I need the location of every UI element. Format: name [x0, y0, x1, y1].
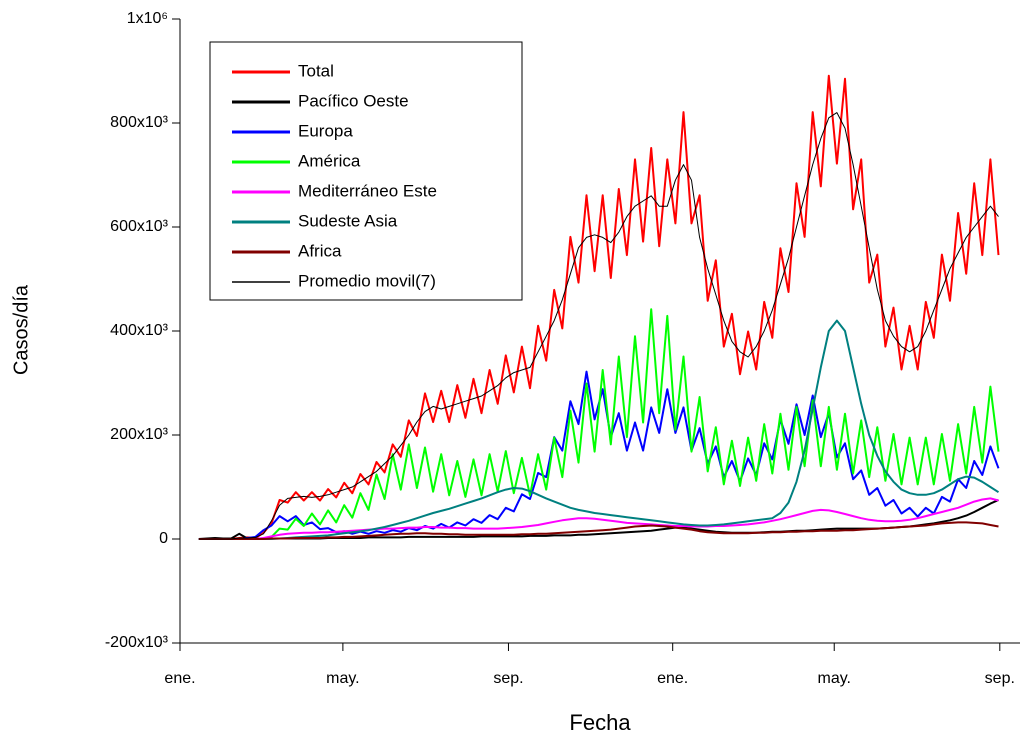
series-line — [198, 308, 1000, 540]
x-axis-title: Fecha — [569, 710, 631, 735]
series-line — [198, 319, 1000, 540]
y-tick-label: 400x10³ — [110, 322, 168, 339]
series-line — [198, 497, 999, 540]
legend-label: Total — [298, 61, 334, 80]
y-tick-label: -200x10³ — [105, 634, 169, 651]
legend-label: Africa — [298, 241, 342, 260]
series-line — [198, 521, 999, 540]
x-tick-label: sep. — [493, 670, 523, 687]
legend-label: Promedio movil(7) — [298, 271, 436, 290]
y-tick-label: 800x10³ — [110, 114, 168, 131]
y-axis-title: Casos/día — [10, 284, 32, 375]
plot-area — [198, 74, 1000, 540]
x-tick-label: may. — [326, 670, 359, 687]
legend-label: Pacífico Oeste — [298, 91, 409, 110]
legend-label: Sudeste Asia — [298, 211, 398, 230]
y-tick-label: 200x10³ — [110, 426, 168, 443]
legend-box — [209, 41, 523, 301]
legend-label: Europa — [298, 121, 353, 140]
x-tick-label: may. — [817, 670, 850, 687]
y-tick-label: 600x10³ — [110, 218, 168, 235]
legend-label: América — [298, 151, 361, 170]
legend-label: Mediterráneo Este — [298, 181, 437, 200]
x-tick-label: ene. — [657, 670, 688, 687]
y-tick-label: 1x10⁶ — [127, 10, 168, 27]
x-tick-label: ene. — [164, 670, 195, 687]
x-tick-label: sep. — [985, 670, 1015, 687]
y-tick-label: 0 — [159, 530, 168, 547]
series-line — [198, 112, 999, 540]
